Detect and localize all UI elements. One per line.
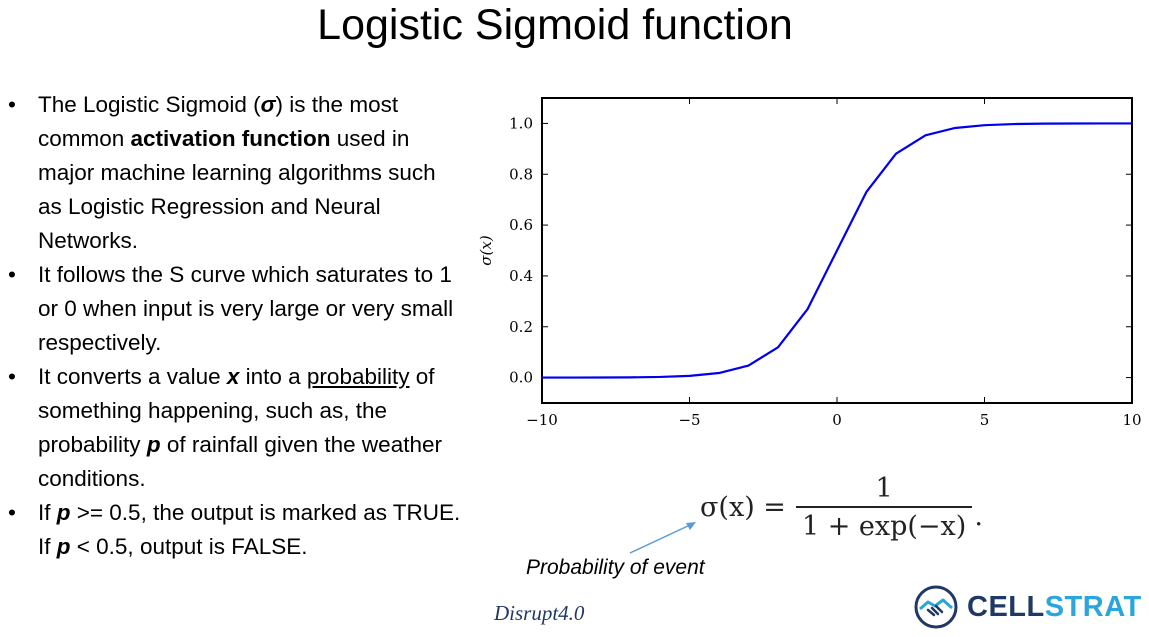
bullet-text-run: The Logistic Sigmoid ( bbox=[38, 92, 261, 117]
bullet-text-run: If bbox=[38, 500, 57, 525]
sigmoid-data-point bbox=[895, 152, 897, 155]
y-axis-label: σ(x) bbox=[477, 235, 495, 266]
sigmoid-formula: σ(x) = 1 1 + exp(−x) . bbox=[700, 472, 983, 542]
sigmoid-data-point bbox=[570, 376, 573, 379]
sigmoid-data-point bbox=[718, 372, 720, 374]
bullet-text-run: p bbox=[146, 432, 161, 457]
formula-trailing: . bbox=[974, 501, 983, 532]
y-tick-label: 0.0 bbox=[509, 369, 533, 387]
sigmoid-data-point bbox=[747, 364, 750, 367]
sigmoid-data-point bbox=[688, 375, 691, 377]
sigmoid-chart: −10 −5 0 5 10 0.0 0.2 0.4 0.6 0.8 1.0 σ(x) bbox=[477, 97, 1142, 429]
footer-text: Disrupt4.0 bbox=[494, 601, 585, 625]
sigmoid-data-point bbox=[806, 308, 809, 311]
sigmoid-data-point bbox=[954, 127, 956, 129]
bullet-list: The Logistic Sigmoid (σ) is the most com… bbox=[8, 88, 463, 564]
x-tick-label: 10 bbox=[1122, 411, 1141, 429]
x-tick-label: −10 bbox=[526, 411, 558, 429]
bullet-text-run: It follows the S curve which saturates t… bbox=[38, 262, 454, 355]
bullet-text-run: >= 0.5, the output is marked as TRUE. If bbox=[38, 500, 461, 559]
logo-wordmark: CELLSTRAT bbox=[967, 590, 1142, 623]
bullet-item: If p >= 0.5, the output is marked as TRU… bbox=[8, 496, 463, 564]
bullet-text-run: ) is the most common bbox=[38, 92, 399, 151]
y-tick-label: 0.6 bbox=[509, 216, 533, 234]
x-tick-label: 0 bbox=[832, 411, 842, 429]
bullet-text-run: p bbox=[56, 534, 71, 559]
y-tick-label: 0.2 bbox=[509, 318, 533, 336]
sigmoid-data-point bbox=[600, 376, 602, 379]
sigmoid-data-point bbox=[1013, 123, 1015, 125]
probability-caption: Probability of event bbox=[526, 556, 705, 579]
formula-fraction: 1 1 + exp(−x) bbox=[795, 472, 973, 542]
bullet-text-run: of rainfall given the weather conditions… bbox=[38, 432, 442, 491]
sigmoid-data-point bbox=[541, 376, 543, 379]
sigmoid-data-point bbox=[629, 376, 632, 379]
x-tick-label: −5 bbox=[678, 411, 700, 429]
annotation-arrow bbox=[629, 522, 696, 554]
slide-title: Logistic Sigmoid function bbox=[317, 1, 793, 49]
bullet-text-run: It converts a value bbox=[38, 364, 227, 389]
bullet-text-run: σ bbox=[260, 92, 276, 117]
sigmoid-data-point bbox=[865, 190, 868, 193]
x-tick-label: 5 bbox=[980, 411, 990, 429]
bullet-text-run: activation function bbox=[130, 126, 331, 151]
formula-denominator: 1 + exp(−x) bbox=[795, 505, 973, 542]
formula-numerator: 1 bbox=[875, 472, 893, 504]
sigmoid-data-point bbox=[777, 346, 779, 349]
formula-lhs: σ(x) = bbox=[700, 491, 786, 523]
bullet-text-run: < 0.5, output is FALSE. bbox=[70, 534, 308, 559]
cellstrat-logo: CELLSTRAT bbox=[913, 584, 1142, 630]
bullet-item: It converts a value x into a probability… bbox=[8, 360, 463, 496]
sigmoid-data-point bbox=[659, 376, 661, 378]
bullet-text-run: x bbox=[226, 364, 240, 389]
sigmoid-data-point bbox=[924, 134, 927, 137]
y-tick-label: 1.0 bbox=[509, 114, 533, 132]
bullet-text-run: of something happening, such as, the pro… bbox=[38, 364, 435, 457]
bullet-text-run: used in major machine learning algorithm… bbox=[38, 126, 436, 253]
sigmoid-data-point bbox=[1072, 122, 1074, 125]
sigmoid-data-point bbox=[1042, 122, 1045, 125]
y-tick-label: 0.8 bbox=[509, 165, 533, 183]
handshake-icon bbox=[914, 585, 958, 629]
bullet-item: It follows the S curve which saturates t… bbox=[8, 258, 463, 360]
bullet-text-run: p bbox=[56, 500, 71, 525]
sigmoid-data-point bbox=[836, 249, 838, 252]
bullet-text-run: probability bbox=[306, 364, 410, 389]
y-tick-label: 0.4 bbox=[509, 267, 533, 285]
bullet-text-run: into a bbox=[239, 364, 307, 389]
sigmoid-data-point bbox=[1101, 122, 1104, 125]
sigmoid-data-point bbox=[983, 124, 986, 126]
bullet-item: The Logistic Sigmoid (σ) is the most com… bbox=[8, 88, 463, 258]
sigmoid-data-point bbox=[1131, 122, 1133, 125]
